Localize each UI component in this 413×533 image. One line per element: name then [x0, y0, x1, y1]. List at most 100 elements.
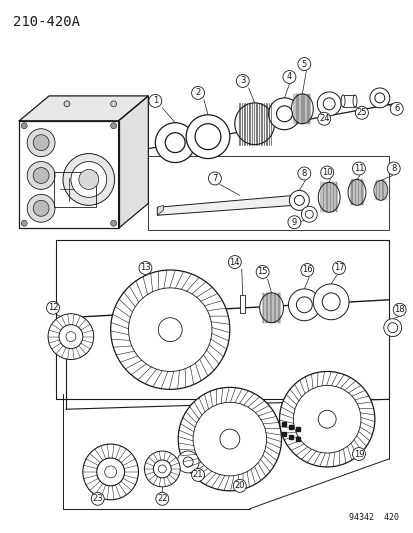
Circle shape — [301, 206, 316, 222]
Circle shape — [110, 220, 116, 226]
Circle shape — [27, 129, 55, 157]
Ellipse shape — [234, 103, 274, 144]
Circle shape — [144, 451, 180, 487]
Circle shape — [374, 93, 384, 103]
Circle shape — [279, 372, 374, 467]
Circle shape — [33, 167, 49, 183]
Text: 14: 14 — [229, 257, 240, 266]
Bar — [239, 295, 244, 313]
Circle shape — [287, 216, 300, 229]
Polygon shape — [157, 205, 163, 215]
Ellipse shape — [352, 95, 356, 107]
Circle shape — [383, 319, 401, 337]
Circle shape — [296, 297, 311, 313]
Circle shape — [289, 190, 309, 211]
Circle shape — [155, 123, 195, 163]
Text: 22: 22 — [157, 494, 167, 503]
Circle shape — [297, 58, 310, 70]
Circle shape — [332, 262, 345, 274]
Text: 6: 6 — [393, 104, 399, 114]
Text: 25: 25 — [356, 108, 366, 117]
Text: 210-420A: 210-420A — [13, 15, 80, 29]
Circle shape — [91, 492, 104, 505]
Text: 9: 9 — [291, 218, 296, 227]
Circle shape — [318, 410, 335, 428]
Circle shape — [317, 112, 330, 125]
Circle shape — [27, 195, 55, 222]
Text: 5: 5 — [301, 60, 306, 69]
Circle shape — [71, 161, 107, 197]
Text: 12: 12 — [47, 303, 58, 312]
Circle shape — [276, 106, 292, 122]
Bar — [19, 121, 118, 228]
Circle shape — [64, 101, 70, 107]
Circle shape — [351, 448, 365, 461]
Text: 18: 18 — [394, 305, 404, 314]
Circle shape — [153, 460, 171, 478]
Circle shape — [177, 451, 199, 473]
Polygon shape — [19, 96, 148, 121]
Circle shape — [369, 88, 389, 108]
Circle shape — [110, 270, 229, 389]
Circle shape — [158, 465, 166, 473]
Circle shape — [104, 466, 116, 478]
Circle shape — [355, 107, 368, 119]
Text: 20: 20 — [234, 481, 244, 490]
Circle shape — [158, 318, 182, 342]
Text: 11: 11 — [353, 164, 363, 173]
Text: 21: 21 — [192, 471, 203, 479]
Text: 2: 2 — [195, 88, 200, 98]
Circle shape — [78, 169, 98, 189]
Circle shape — [386, 162, 399, 175]
Circle shape — [195, 124, 221, 150]
Circle shape — [294, 196, 304, 205]
Circle shape — [323, 98, 335, 110]
Ellipse shape — [340, 95, 344, 107]
Circle shape — [183, 457, 192, 467]
Circle shape — [83, 444, 138, 500]
Bar — [342, 95, 354, 107]
Bar — [54, 173, 95, 207]
Text: 8: 8 — [301, 169, 306, 178]
Circle shape — [192, 402, 266, 476]
Circle shape — [228, 255, 241, 269]
Circle shape — [256, 265, 268, 278]
Circle shape — [110, 123, 116, 129]
Circle shape — [389, 102, 402, 115]
Circle shape — [21, 123, 27, 129]
Circle shape — [48, 314, 93, 360]
Circle shape — [300, 263, 313, 277]
Text: 8: 8 — [390, 164, 396, 173]
Circle shape — [33, 135, 49, 151]
Text: 3: 3 — [240, 76, 245, 85]
Circle shape — [288, 289, 320, 321]
Polygon shape — [157, 196, 294, 215]
Text: 1: 1 — [152, 96, 158, 106]
Circle shape — [59, 325, 83, 349]
Ellipse shape — [373, 181, 387, 200]
Ellipse shape — [291, 94, 313, 124]
Circle shape — [21, 220, 27, 226]
Circle shape — [186, 115, 229, 158]
Text: 94342  420: 94342 420 — [348, 513, 398, 522]
Circle shape — [305, 211, 313, 218]
Circle shape — [66, 332, 76, 342]
Text: 4: 4 — [286, 72, 291, 82]
Circle shape — [313, 284, 348, 320]
Circle shape — [191, 469, 204, 481]
Circle shape — [233, 479, 246, 492]
Circle shape — [208, 172, 221, 185]
Circle shape — [321, 293, 339, 311]
Circle shape — [155, 492, 169, 505]
Circle shape — [293, 385, 360, 453]
Circle shape — [392, 303, 405, 316]
Circle shape — [236, 75, 249, 87]
Circle shape — [165, 133, 185, 152]
Text: 19: 19 — [353, 449, 363, 458]
Circle shape — [178, 387, 281, 491]
Text: 24: 24 — [318, 114, 329, 123]
Text: 23: 23 — [92, 494, 103, 503]
Circle shape — [191, 86, 204, 99]
Ellipse shape — [318, 182, 339, 212]
Circle shape — [33, 200, 49, 216]
